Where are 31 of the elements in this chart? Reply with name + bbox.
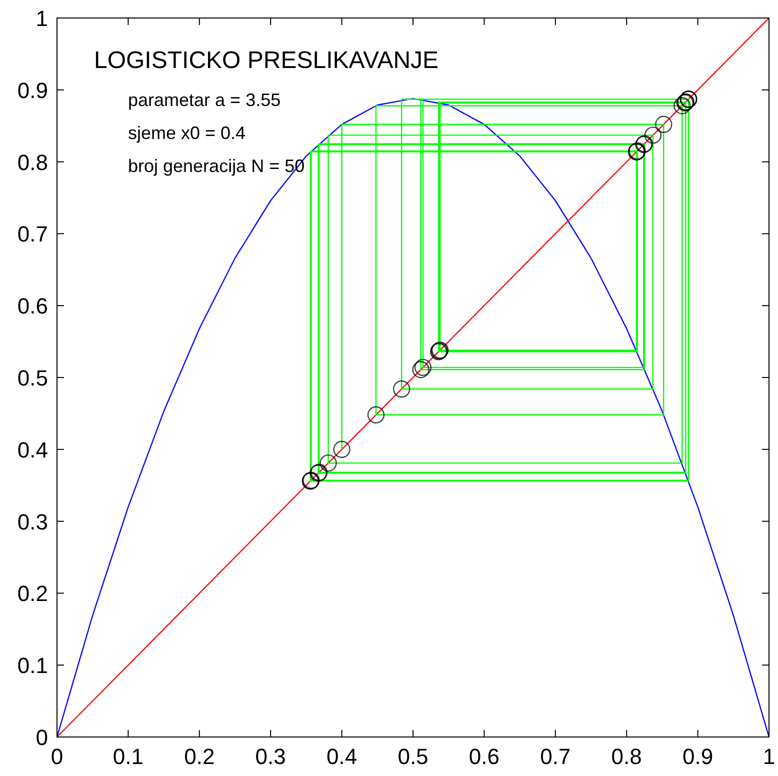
point (333, 440, 350, 458)
y-tick-label: 0.1 (17, 653, 48, 678)
y-tick-label: 0.9 (17, 78, 48, 103)
y-tick-label: 0.6 (17, 294, 48, 319)
x-tick-label: 1 (762, 744, 776, 769)
y-tick-label: 1 (36, 6, 48, 31)
y-tick-label: 0.2 (17, 581, 48, 606)
annotation: parametar a = 3.55 (128, 90, 281, 110)
x-tick-label: 0.4 (326, 744, 358, 769)
point (655, 116, 672, 134)
x-tick-label: 0.8 (611, 744, 642, 769)
x-tick-label: 0.6 (468, 744, 500, 769)
y-tick-label: 0.7 (17, 222, 48, 247)
point (644, 126, 662, 144)
y-tick-label: 0.4 (17, 437, 48, 462)
x-tick-label: 0.7 (540, 744, 571, 769)
point (320, 454, 337, 472)
x-tick-label: 0.3 (255, 744, 286, 769)
x-tick-label: 0.1 (112, 744, 144, 769)
point (393, 380, 410, 398)
x-tick-label: 0.2 (184, 744, 215, 769)
annotation: sjeme x0 = 0.4 (128, 123, 246, 143)
point (367, 406, 385, 424)
y-tick-label: 0.5 (17, 366, 48, 390)
x-tick-label: 0.9 (682, 744, 714, 769)
text: LOGISTICKO PRESLIKAVANJE (94, 47, 439, 74)
y-tick-label: 0.8 (17, 150, 48, 175)
point (674, 97, 691, 114)
y-tick-label: 0.3 (17, 509, 48, 534)
y-tick-label: 0 (36, 725, 48, 750)
x-tick-label: 0.5 (398, 744, 428, 769)
